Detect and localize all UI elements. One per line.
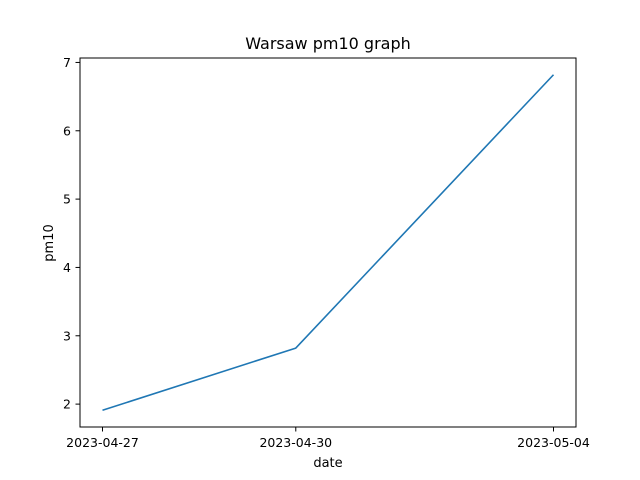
y-axis: 2 3 4 5 6 7 <box>63 55 80 412</box>
series-line-1 <box>102 74 555 412</box>
plot-frame <box>79 57 577 428</box>
y-tick-label-1: 2 <box>63 397 71 412</box>
chart-title: Warsaw pm10 graph <box>245 34 411 53</box>
x-tick-label-2: 2023-04-30 <box>259 435 332 450</box>
y-axis-label: pm10 <box>42 224 57 261</box>
y-tick-label-3: 4 <box>63 260 71 275</box>
y-tick-label-5: 6 <box>63 123 71 138</box>
y-tick-label-4: 5 <box>63 192 71 207</box>
plot-area <box>102 74 555 412</box>
y-tick-label-2: 3 <box>63 328 71 343</box>
x-tick-label-3: 2023-05-04 <box>517 435 590 450</box>
x-axis-label: date <box>313 456 342 471</box>
x-axis: 2023-04-27 2023-04-30 2023-05-04 <box>66 427 590 450</box>
y-tick-label-6: 7 <box>63 55 71 70</box>
x-tick-label-1: 2023-04-27 <box>66 435 139 450</box>
